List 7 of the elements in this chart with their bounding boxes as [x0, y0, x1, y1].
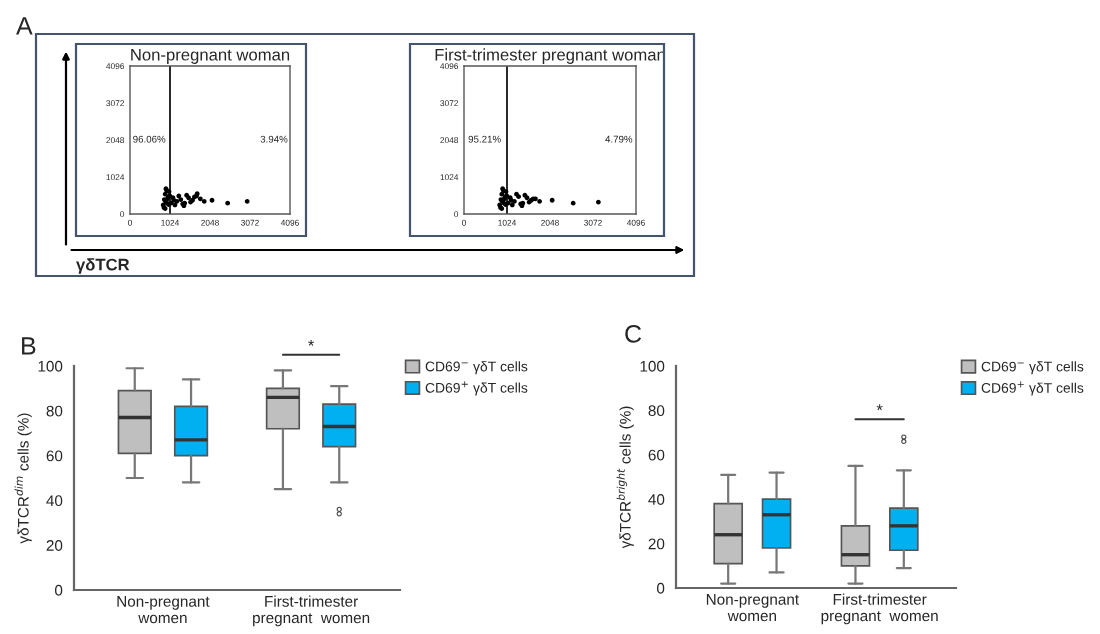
annotation: *: [876, 404, 883, 411]
text: B: [22, 337, 36, 355]
text: *: [308, 339, 315, 346]
x-axis-title: γδTCR: [76, 258, 130, 274]
text: C: [625, 325, 642, 343]
text: A: [16, 17, 33, 35]
chart-title: Non-pregnant woman: [131, 48, 290, 64]
